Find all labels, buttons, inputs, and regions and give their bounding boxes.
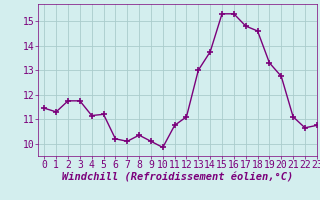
X-axis label: Windchill (Refroidissement éolien,°C): Windchill (Refroidissement éolien,°C): [62, 173, 293, 183]
